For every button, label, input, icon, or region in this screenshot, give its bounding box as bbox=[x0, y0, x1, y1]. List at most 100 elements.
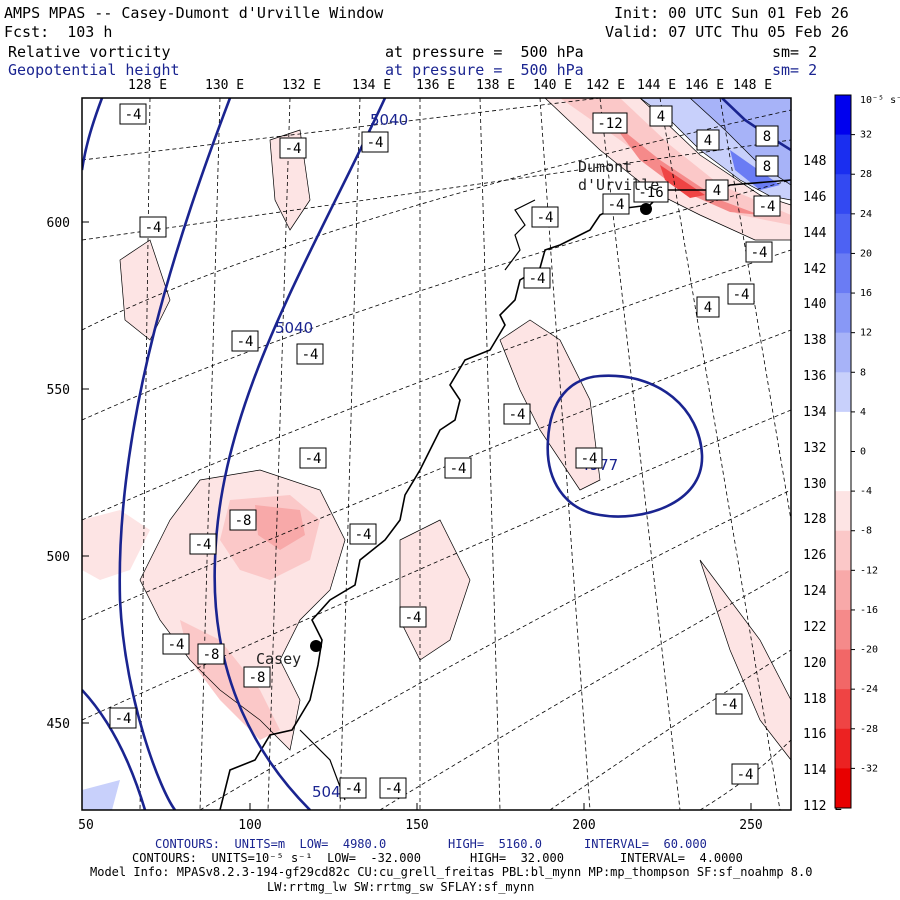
vort-label: 4 bbox=[696, 129, 720, 151]
right-lon-label: 130 E bbox=[803, 477, 842, 492]
colorbar-swatch bbox=[835, 411, 851, 452]
vort-label: -4 bbox=[531, 206, 559, 228]
colorbar-tick-label: 24 bbox=[860, 209, 872, 220]
svg-text:4: 4 bbox=[704, 133, 712, 149]
vort-label: 4 bbox=[649, 105, 673, 127]
svg-text:-4: -4 bbox=[733, 287, 750, 303]
colorbar-swatch bbox=[835, 689, 851, 730]
colorbar-swatch bbox=[835, 332, 851, 373]
right-lon-label: 112 E bbox=[803, 799, 842, 814]
dumont-station-marker bbox=[640, 203, 652, 215]
model-info: Model Info: MPASv8.2.3-194-gf29cd82c CU:… bbox=[90, 865, 813, 879]
right-lon-label: 122 E bbox=[803, 620, 842, 635]
right-lon-label: 118 E bbox=[803, 692, 842, 707]
vort-label: -4 bbox=[349, 523, 377, 545]
svg-text:-4: -4 bbox=[355, 527, 372, 543]
negative-vorticity-shading bbox=[82, 98, 791, 760]
svg-text:8: 8 bbox=[763, 159, 771, 175]
valid-time: Valid: 07 UTC Thu 05 Feb 26 bbox=[605, 23, 849, 41]
height-label: 5040 bbox=[370, 111, 408, 129]
height-contour-high: HIGH= 5160.0 bbox=[448, 837, 542, 851]
right-lon-label: 146 E bbox=[803, 190, 842, 205]
vorticity-contour-interval: INTERVAL= 4.0000 bbox=[620, 851, 743, 865]
top-lon-label: 130 E bbox=[205, 78, 244, 93]
top-lon-label: 128 E bbox=[128, 78, 167, 93]
x-tick-label: 50 bbox=[78, 818, 94, 833]
svg-text:-4: -4 bbox=[168, 637, 185, 653]
right-lon-label: 124 E bbox=[803, 584, 842, 599]
colorbar-tick-label: -12 bbox=[860, 565, 878, 576]
x-tick-label: 150 bbox=[405, 818, 428, 833]
height-contour-interval: INTERVAL= 60.000 bbox=[584, 837, 707, 851]
vort-label: -4 bbox=[279, 137, 307, 159]
colorbar: 32 28 24 20 16 12 8 4 0 -4 -8 -12 -16 -20 -24 -28 -32 bbox=[834, 94, 878, 809]
y-tick-label: 600 bbox=[47, 216, 70, 231]
colorbar-swatch bbox=[835, 768, 851, 809]
right-lon-label: 120 E bbox=[803, 656, 842, 671]
colorbar-tick-label: -24 bbox=[860, 684, 878, 695]
top-lon-label: 134 E bbox=[352, 78, 391, 93]
vort-label: -8 bbox=[243, 666, 271, 688]
right-lon-label: 142 E bbox=[803, 262, 842, 277]
colorbar-swatch bbox=[835, 372, 851, 413]
casey-station-marker bbox=[310, 640, 322, 652]
vort-label: 8 bbox=[755, 155, 779, 177]
dumont-station-label: Dumont d'Urville bbox=[578, 158, 659, 194]
svg-text:-4: -4 bbox=[450, 461, 467, 477]
vort-label: -4 bbox=[731, 763, 759, 785]
svg-text:-4: -4 bbox=[115, 711, 132, 727]
vort-label: -4 bbox=[399, 606, 427, 628]
top-lon-label: 144 E bbox=[637, 78, 676, 93]
right-lon-label: 144 E bbox=[803, 226, 842, 241]
colorbar-tick-label: 20 bbox=[860, 248, 872, 259]
x-tick-label: 200 bbox=[572, 818, 595, 833]
field1-name: Relative vorticity bbox=[8, 43, 171, 61]
right-lon-label: 128 E bbox=[803, 512, 842, 527]
right-lon-label: 126 E bbox=[803, 548, 842, 563]
svg-text:-4: -4 bbox=[302, 347, 319, 363]
top-lon-label: 136 E bbox=[416, 78, 455, 93]
right-lon-label: 138 E bbox=[803, 333, 842, 348]
svg-text:-4: -4 bbox=[145, 220, 162, 236]
colorbar-tick-label: 28 bbox=[860, 169, 872, 180]
physics-info: LW:rrtmg_lw SW:rrtmg_sw SFLAY:sf_mynn bbox=[267, 880, 535, 894]
svg-text:-4: -4 bbox=[367, 135, 384, 151]
top-lon-label: 132 E bbox=[282, 78, 321, 93]
height-contours bbox=[82, 98, 791, 810]
colorbar-swatch bbox=[835, 451, 851, 492]
right-lon-label: 114 E bbox=[803, 763, 842, 778]
colorbar-tick-label: -20 bbox=[860, 645, 878, 656]
colorbar-swatch bbox=[835, 609, 851, 651]
right-lon-label: 136 E bbox=[803, 369, 842, 384]
colorbar-tick-label: -32 bbox=[860, 763, 878, 774]
svg-text:-4: -4 bbox=[405, 610, 422, 626]
svg-text:4: 4 bbox=[657, 109, 665, 125]
vort-label: -4 bbox=[727, 283, 755, 305]
svg-text:-4: -4 bbox=[125, 107, 142, 123]
vort-label: -4 bbox=[379, 777, 407, 799]
vorticity-contour-info: CONTOURS: UNITS=10⁻⁵ s⁻¹ LOW= -32.000 bbox=[132, 851, 421, 865]
height-label: 5040 bbox=[275, 319, 313, 337]
x-tick-label: 100 bbox=[238, 818, 261, 833]
svg-text:-4: -4 bbox=[737, 767, 754, 783]
vort-label: -4 bbox=[189, 533, 217, 555]
right-lon-label: 140 E bbox=[803, 297, 842, 312]
vort-label: -4 bbox=[296, 343, 324, 365]
colorbar-tick-label: -4 bbox=[860, 486, 872, 497]
vort-label: 4 bbox=[705, 179, 729, 201]
colorbar-swatch bbox=[835, 570, 851, 611]
y-tick-label: 450 bbox=[47, 717, 70, 732]
svg-text:-8: -8 bbox=[203, 647, 220, 663]
svg-text:-4: -4 bbox=[237, 334, 254, 350]
colorbar-tick-label: -16 bbox=[860, 605, 878, 616]
vort-label: -4 bbox=[444, 457, 472, 479]
right-lon-label: 132 E bbox=[803, 441, 842, 456]
svg-text:-16: -16 bbox=[638, 185, 663, 201]
colorbar-swatch bbox=[835, 649, 851, 690]
y-axis: 600 550 500 450 bbox=[47, 216, 89, 732]
right-lon-label: 134 E bbox=[803, 405, 842, 420]
colorbar-tick-label: 32 bbox=[860, 130, 872, 141]
svg-text:-8: -8 bbox=[249, 670, 266, 686]
svg-text:-4: -4 bbox=[195, 537, 212, 553]
